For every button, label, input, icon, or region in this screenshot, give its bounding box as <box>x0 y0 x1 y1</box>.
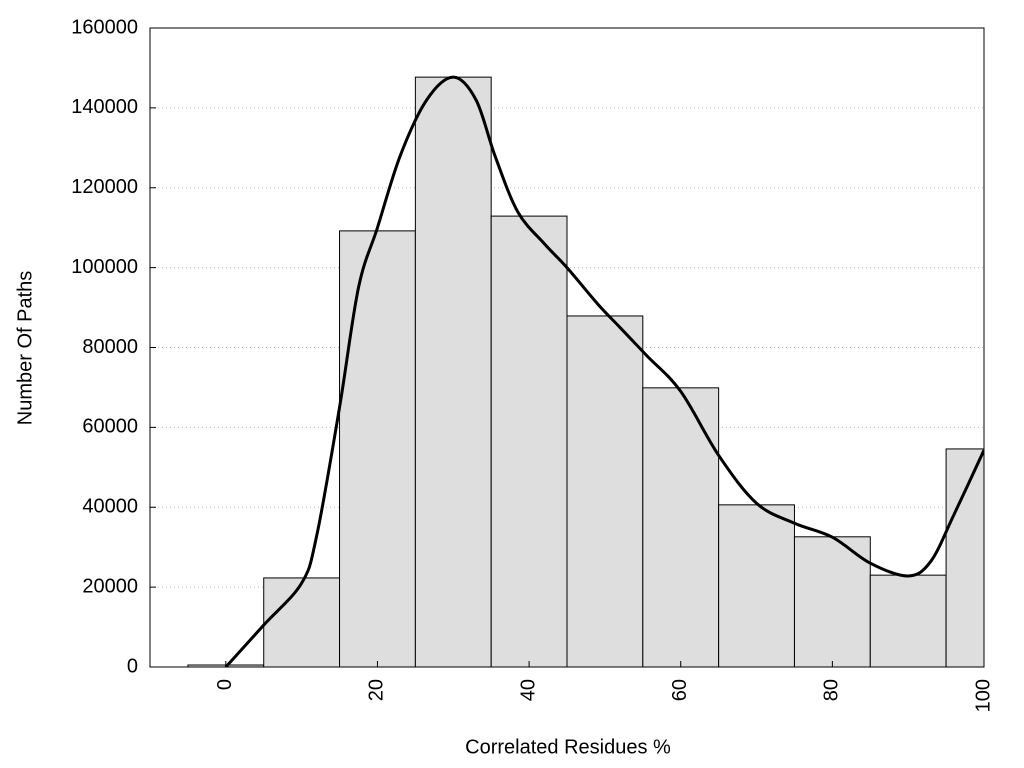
plot-area <box>187 75 984 667</box>
x-tick-label: 20 <box>366 679 388 701</box>
y-tick-label: 140000 <box>71 96 138 118</box>
bar <box>718 504 795 667</box>
y-tick-label: 0 <box>127 655 138 677</box>
y-tick-label: 100000 <box>71 256 138 278</box>
bar <box>490 215 568 667</box>
y-tick-label: 20000 <box>82 575 138 597</box>
x-tick-label: 0 <box>214 679 236 690</box>
y-tick-label: 160000 <box>71 16 138 38</box>
x-tick-label: 40 <box>517 679 539 701</box>
plot-frame <box>149 27 985 668</box>
y-tick-label: 60000 <box>82 416 138 438</box>
bar <box>414 76 492 667</box>
x-tick-label: 60 <box>669 679 691 701</box>
bar <box>869 574 947 667</box>
y-tick-label: 40000 <box>82 496 138 518</box>
x-axis-label: Correlated Residues % <box>465 736 671 758</box>
y-tick-label: 120000 <box>71 176 138 198</box>
y-axis-label: Number Of Paths <box>14 271 36 426</box>
bar <box>263 577 341 667</box>
bar <box>339 230 416 667</box>
bar <box>642 387 720 667</box>
density-line <box>224 75 984 667</box>
x-tick-label: 80 <box>821 679 843 701</box>
bar <box>566 315 644 667</box>
y-tick-label: 80000 <box>82 336 138 358</box>
x-tick-label: 100 <box>972 679 994 712</box>
